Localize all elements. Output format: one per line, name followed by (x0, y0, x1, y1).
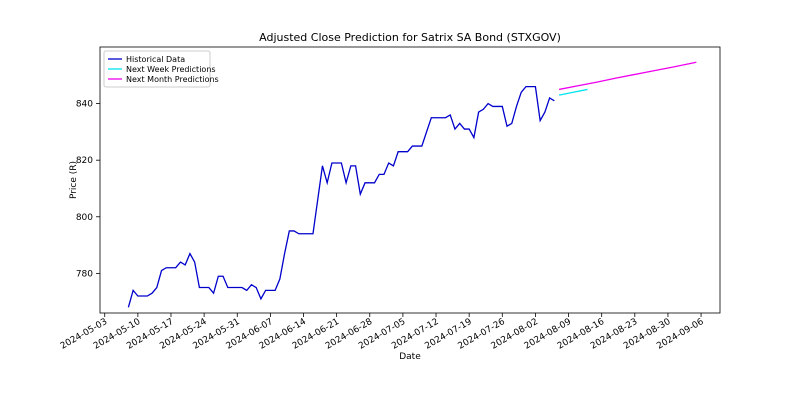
legend-label: Next Week Predictions (126, 65, 216, 74)
legend-box (103, 50, 211, 88)
plot-frame (99, 46, 721, 314)
y-tick-label: 840 (76, 100, 93, 110)
series-line (558, 88, 588, 96)
series-line (558, 61, 697, 91)
legend-label: Historical Data (126, 55, 185, 64)
x-axis-label: Date (399, 352, 421, 362)
y-tick-label: 800 (76, 213, 93, 223)
y-tick-label: 780 (76, 269, 93, 279)
y-axis-label: Price (R) (69, 161, 79, 199)
series-line (127, 85, 555, 308)
y-tick-label: 820 (76, 156, 93, 166)
legend-label: Next Month Predictions (126, 75, 219, 84)
chart-title: Adjusted Close Prediction for Satrix SA … (259, 31, 561, 44)
